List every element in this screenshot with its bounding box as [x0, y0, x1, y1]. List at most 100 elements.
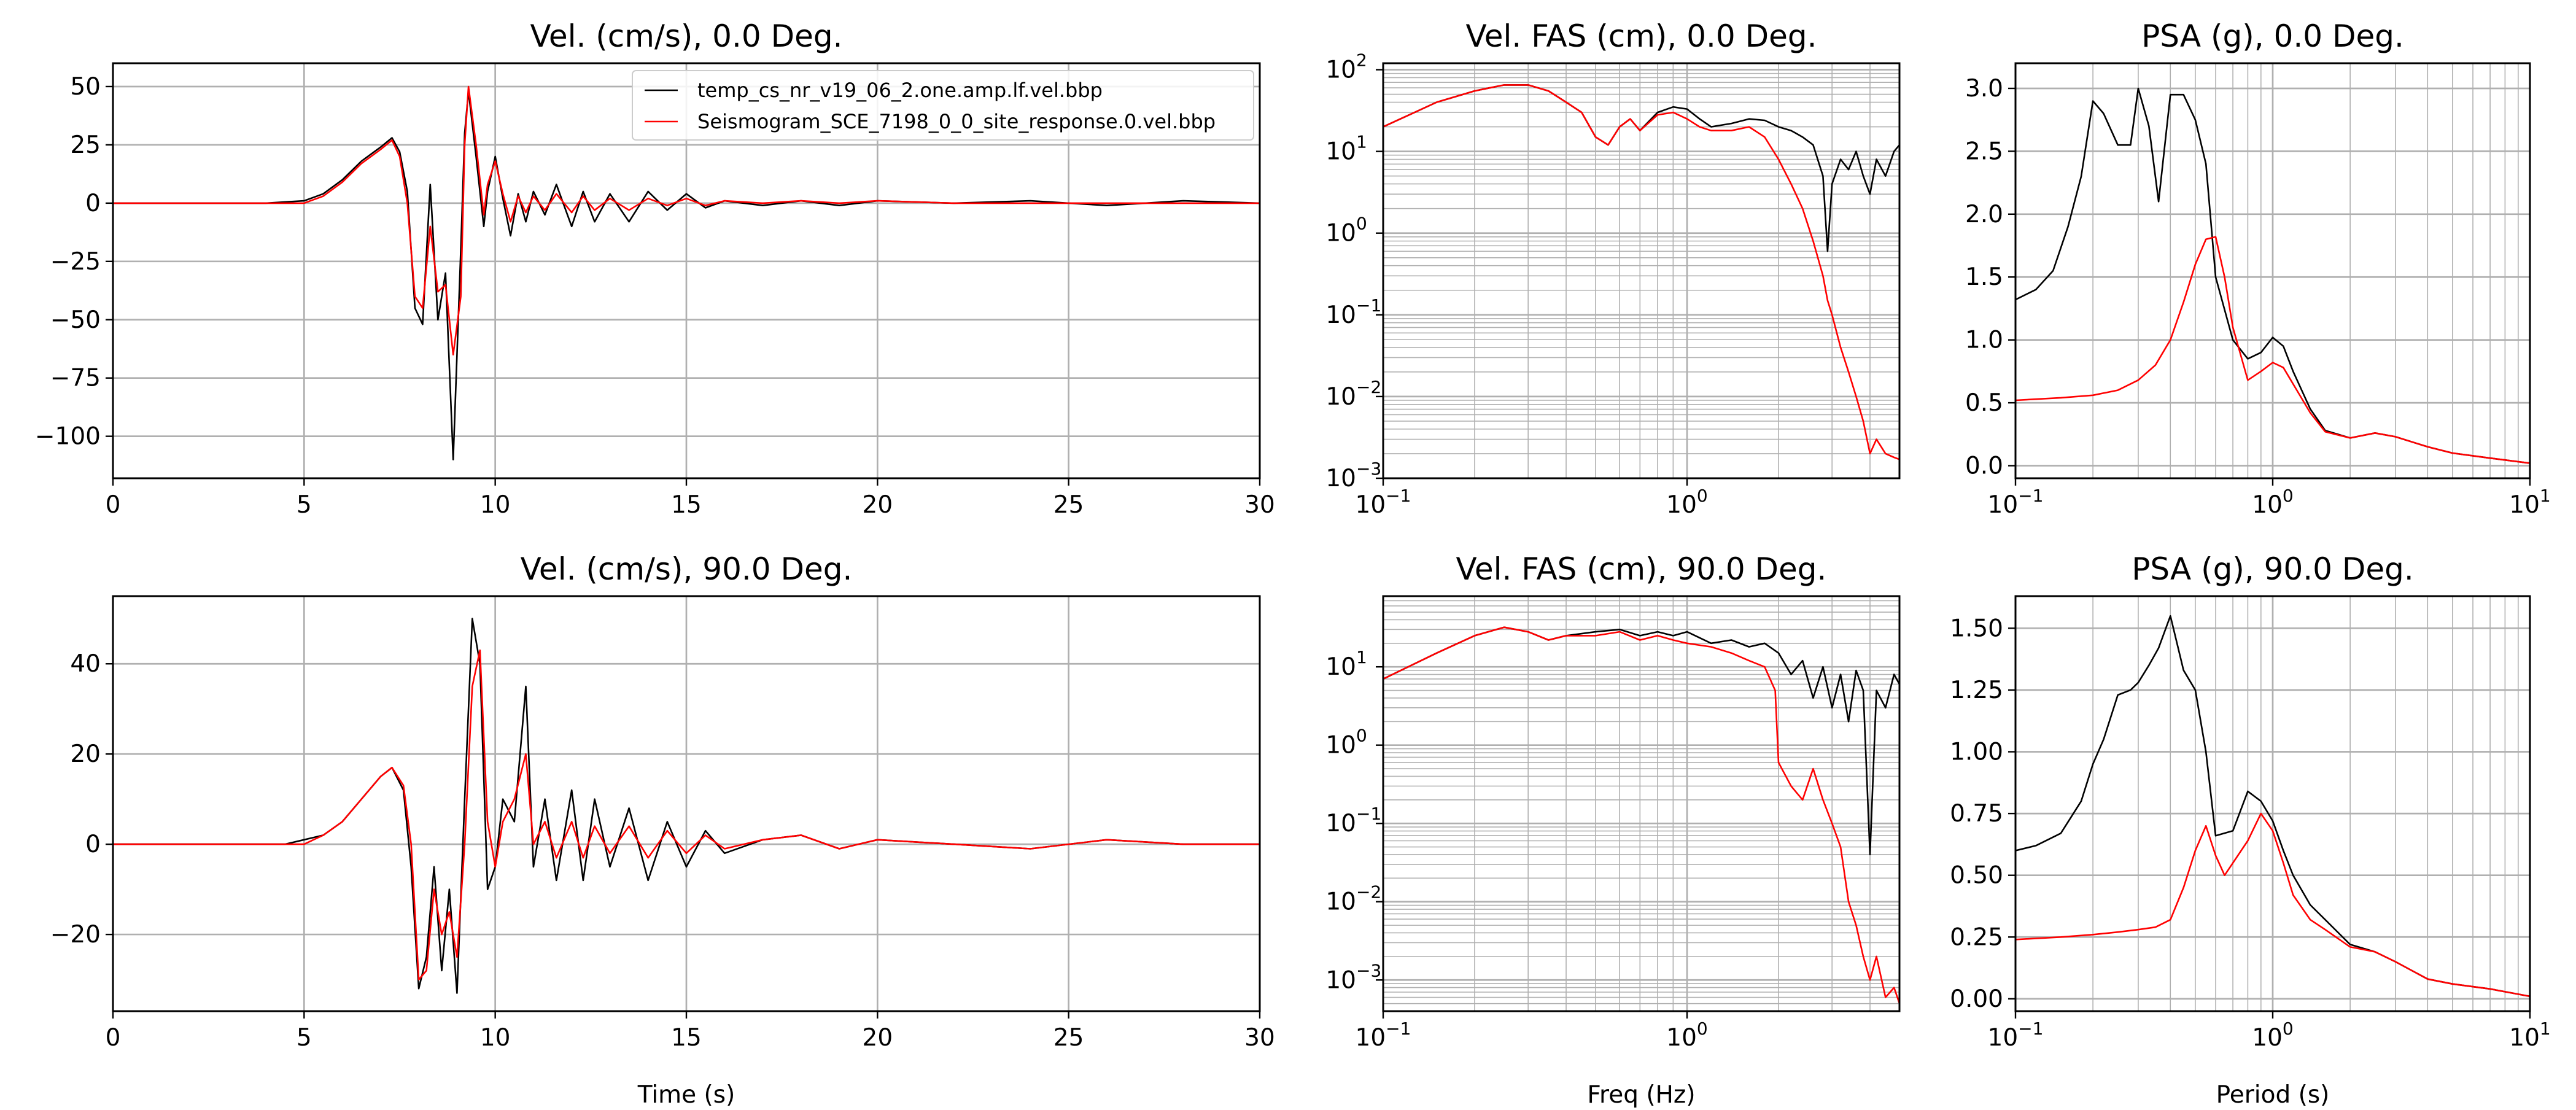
y-tick-label: 40	[70, 650, 101, 678]
minor-gridlines	[1383, 596, 1899, 1011]
plot-frame	[1382, 595, 1901, 1012]
subplot-title: PSA (g), 90.0 Deg.	[2132, 551, 2414, 587]
y-tick-exponent: −2	[1356, 377, 1381, 397]
y-tick-label: 2.0	[1965, 201, 2003, 228]
legend: temp_cs_nr_v19_06_2.one.amp.lf.vel.bbp Se…	[632, 70, 1254, 141]
x-axis-label: Freq (Hz)	[1587, 1081, 1695, 1109]
subplot-title: Vel. (cm/s), 90.0 Deg.	[521, 551, 853, 587]
y-tick-label: 0.25	[1950, 923, 2003, 951]
y-tick-label: −100	[35, 423, 101, 451]
x-tick-label: 101	[2509, 486, 2550, 519]
subplot-6: 10−1 100 101 0.00 0.25 0.50 0.75 1.00 1.25 1.50 PS…	[1950, 551, 2551, 1109]
y-tick-label: −75	[50, 365, 101, 392]
subplot-4: 0 5 10 15 20 25 30 −20 0 20 40 Vel. (cm/s), 90.0 De…	[50, 551, 1275, 1109]
y-tick-label: 10	[1325, 653, 1356, 681]
x-tick-label: 10	[480, 1024, 511, 1052]
x-axis-label: Time (s)	[637, 1081, 735, 1109]
y-tick-label: 1.00	[1950, 739, 2003, 766]
x-tick-label: 100	[2252, 486, 2293, 519]
minor-gridlines	[2092, 596, 2519, 1011]
y-tick-label: 1.0	[1965, 327, 2003, 354]
y-tick-label: 0.00	[1950, 985, 2003, 1013]
y-tick-exponent: 0	[1356, 214, 1367, 234]
subplot-3: 10−1 100 101 0.0 0.5 1.0 1.5 2.0 2.5 3.0 PSA (g), …	[1965, 18, 2551, 519]
y-tick-label: 10	[1325, 383, 1356, 411]
legend-entry: Seismogram_SCE_7198_0_0_site_response.0.…	[697, 110, 1216, 133]
y-tick-label: 1.50	[1950, 615, 2003, 642]
y-tick-exponent: −1	[1356, 295, 1381, 316]
y-tick-label: 2.5	[1965, 138, 2003, 165]
x-tick-label: 15	[671, 491, 702, 519]
x-tick-label: 10−1	[1988, 486, 2044, 519]
x-tick-label: 15	[671, 1024, 702, 1052]
x-tick-label: 30	[1244, 1024, 1275, 1052]
y-tick-label: 10	[1325, 732, 1356, 759]
plot-frame	[1382, 62, 1901, 479]
x-tick-label: 101	[2509, 1019, 2550, 1052]
series-group	[1383, 84, 1899, 460]
y-tick-label: 20	[70, 740, 101, 768]
series-line-red	[1383, 626, 1899, 1004]
x-tick-label: 0	[106, 1024, 121, 1052]
y-tick-label: 10	[1325, 966, 1356, 994]
x-tick-label: 25	[1053, 491, 1084, 519]
series-line-red	[1383, 84, 1899, 460]
subplot-title: PSA (g), 0.0 Deg.	[2141, 18, 2404, 54]
x-axis-label: Period (s)	[2216, 1081, 2330, 1109]
y-tick-label: 10	[1325, 220, 1356, 247]
series-line-red	[113, 649, 1260, 980]
y-tick-label: 10	[1325, 56, 1356, 84]
x-tick-label: 100	[1666, 486, 1707, 519]
y-tick-exponent: 1	[1356, 647, 1367, 667]
y-tick-label: 1.5	[1965, 263, 2003, 291]
y-tick-label: 10	[1325, 138, 1356, 166]
y-tick-exponent: 0	[1356, 726, 1367, 746]
major-gridlines	[112, 596, 1261, 1011]
series-group	[113, 85, 1260, 460]
y-tick-label: 0.0	[1965, 452, 2003, 480]
x-tick-label: 20	[863, 491, 893, 519]
x-tick-label: 5	[297, 1024, 312, 1052]
y-tick-label: −20	[50, 921, 101, 949]
y-tick-exponent: −1	[1356, 804, 1381, 824]
legend-entry: temp_cs_nr_v19_06_2.one.amp.lf.vel.bbp	[697, 79, 1103, 102]
y-tick-label: 10	[1325, 888, 1356, 916]
series-line-red	[2015, 236, 2530, 464]
y-tick-exponent: −3	[1356, 459, 1381, 479]
x-tick-label: 0	[106, 491, 121, 519]
y-tick-label: 0	[85, 831, 101, 858]
minor-gridlines	[2092, 63, 2519, 478]
subplot-title: Vel. FAS (cm), 0.0 Deg.	[1465, 18, 1817, 54]
y-tick-label: 0.75	[1950, 800, 2003, 828]
y-tick-label: 10	[1325, 301, 1356, 329]
x-tick-label: 20	[863, 1024, 893, 1052]
subplot-title: Vel. FAS (cm), 90.0 Deg.	[1456, 551, 1827, 587]
y-tick-label: 50	[70, 73, 101, 101]
y-tick-label: 25	[70, 131, 101, 159]
series-line-black	[1383, 84, 1899, 252]
series-group	[1383, 626, 1899, 1004]
series-line-black	[113, 90, 1260, 460]
y-tick-label: 0	[85, 190, 101, 217]
y-tick-label: −50	[50, 306, 101, 334]
y-tick-exponent: 1	[1356, 132, 1367, 152]
y-tick-label: 10	[1325, 465, 1356, 492]
subplot-title: Vel. (cm/s), 0.0 Deg.	[530, 18, 843, 54]
x-tick-label: 30	[1244, 491, 1275, 519]
y-tick-exponent: 2	[1356, 50, 1367, 71]
y-tick-label: 0.50	[1950, 862, 2003, 890]
x-tick-label: 10−1	[1356, 486, 1411, 519]
x-tick-label: 10−1	[1356, 1019, 1411, 1052]
series-group	[2015, 615, 2530, 998]
series-group	[2015, 87, 2530, 464]
x-tick-label: 100	[1666, 1019, 1707, 1052]
x-tick-label: 25	[1053, 1024, 1084, 1052]
y-tick-label: 1.25	[1950, 677, 2003, 704]
series-line-red	[113, 85, 1260, 356]
x-tick-label: 10−1	[1988, 1019, 2044, 1052]
x-tick-label: 10	[480, 491, 511, 519]
y-tick-label: 3.0	[1965, 75, 2003, 103]
x-tick-label: 100	[2252, 1019, 2293, 1052]
